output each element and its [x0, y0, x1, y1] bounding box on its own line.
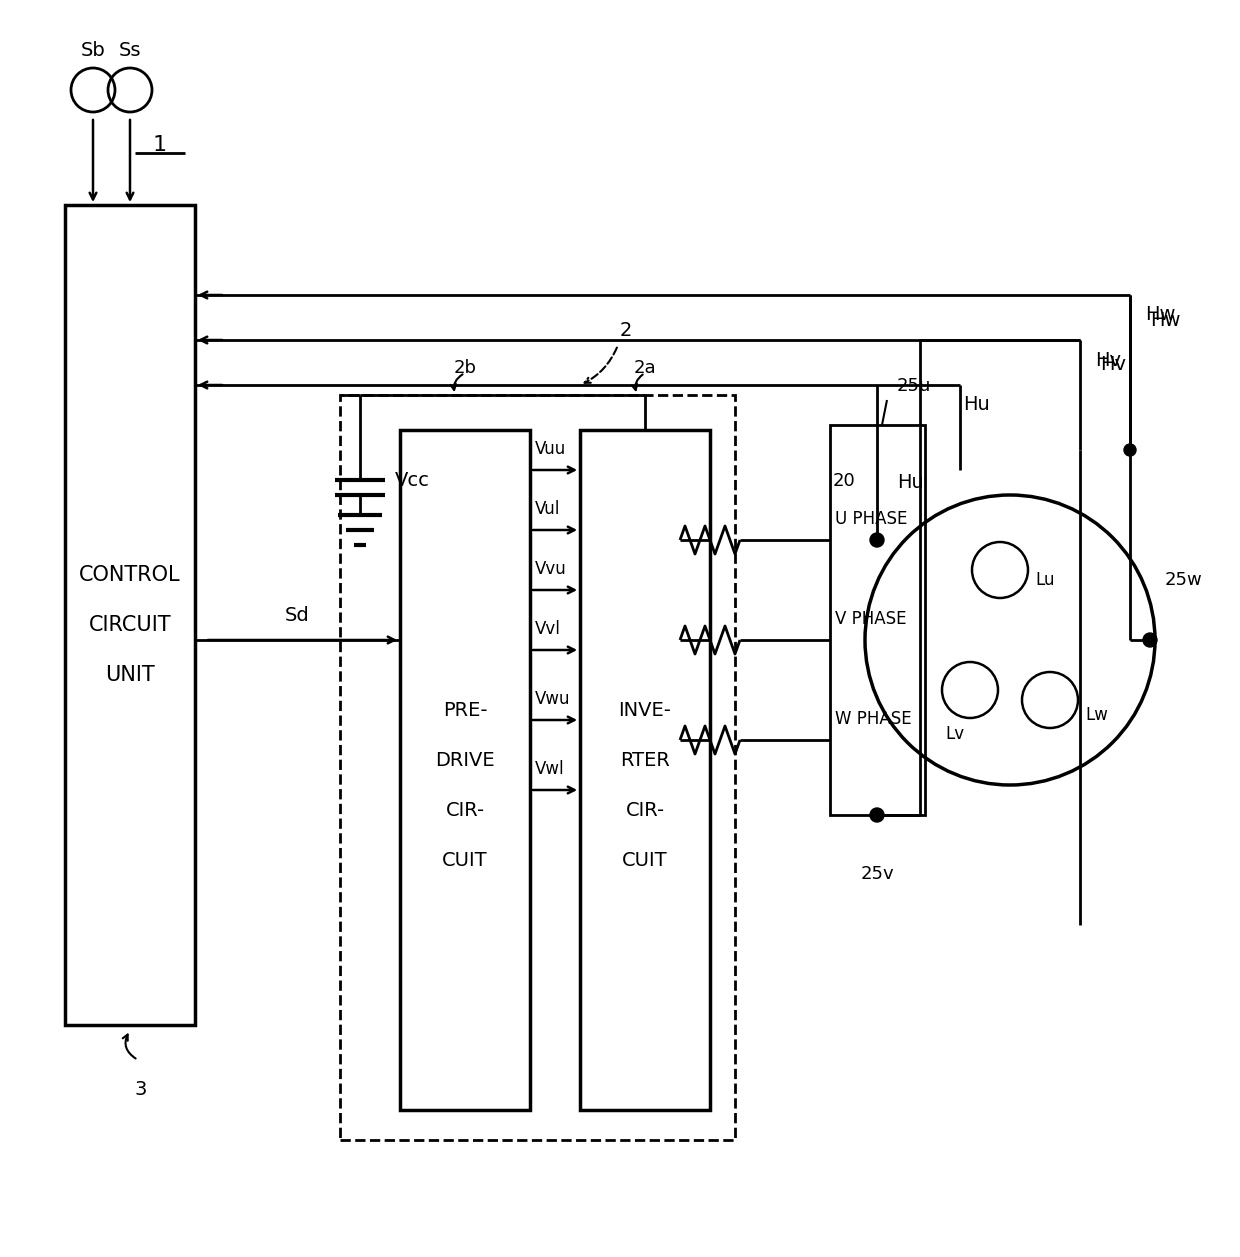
Text: 25w: 25w [1166, 571, 1203, 590]
Text: 25u: 25u [897, 377, 931, 395]
Text: Lw: Lw [1085, 706, 1107, 724]
Bar [340, 395, 735, 1140]
Text: Vcc: Vcc [396, 470, 430, 489]
Text: RTER: RTER [620, 750, 670, 769]
Text: Sb: Sb [81, 41, 105, 60]
Text: Vul: Vul [534, 500, 560, 518]
Text: Hw: Hw [1149, 310, 1180, 329]
Text: 2a: 2a [634, 360, 656, 377]
Text: 1: 1 [153, 134, 167, 155]
Text: Hu: Hu [963, 396, 990, 415]
Text: Vwl: Vwl [534, 760, 564, 778]
Bar [401, 430, 529, 1110]
Text: CUIT: CUIT [622, 851, 668, 870]
Text: Lv: Lv [945, 725, 965, 743]
Text: DRIVE: DRIVE [435, 750, 495, 769]
Text: PRE-: PRE- [443, 700, 487, 719]
Text: Hv: Hv [1095, 351, 1121, 370]
Text: U PHASE: U PHASE [835, 510, 908, 528]
Text: V PHASE: V PHASE [835, 610, 906, 628]
Text: Hu: Hu [897, 473, 924, 491]
Text: UNIT: UNIT [105, 665, 155, 685]
Text: 25v: 25v [861, 865, 894, 882]
Bar [64, 205, 195, 1024]
Text: CONTROL: CONTROL [79, 564, 181, 585]
Circle shape [870, 808, 884, 822]
Text: CIRCUIT: CIRCUIT [89, 615, 171, 635]
Text: Hw: Hw [1145, 305, 1176, 324]
Text: Vuu: Vuu [534, 440, 567, 458]
Bar [580, 430, 711, 1110]
Text: CIR-: CIR- [625, 801, 665, 820]
Text: 3: 3 [135, 1080, 148, 1099]
Circle shape [1143, 634, 1157, 647]
Text: INVE-: INVE- [619, 700, 671, 719]
Text: Vvu: Vvu [534, 561, 567, 578]
Circle shape [870, 533, 884, 547]
Text: 20: 20 [832, 471, 856, 490]
Text: 2: 2 [620, 321, 632, 339]
Text: Hv: Hv [1100, 356, 1126, 375]
Text: Lu: Lu [1035, 571, 1054, 590]
Circle shape [1123, 444, 1136, 456]
Text: W PHASE: W PHASE [835, 710, 911, 728]
Bar [830, 425, 925, 815]
Text: CUIT: CUIT [443, 851, 487, 870]
Text: Vwu: Vwu [534, 690, 570, 708]
Text: 2b: 2b [454, 360, 476, 377]
Text: Vvl: Vvl [534, 620, 560, 639]
Text: Sd: Sd [285, 606, 309, 625]
Text: Ss: Ss [119, 41, 141, 60]
Text: CIR-: CIR- [445, 801, 485, 820]
